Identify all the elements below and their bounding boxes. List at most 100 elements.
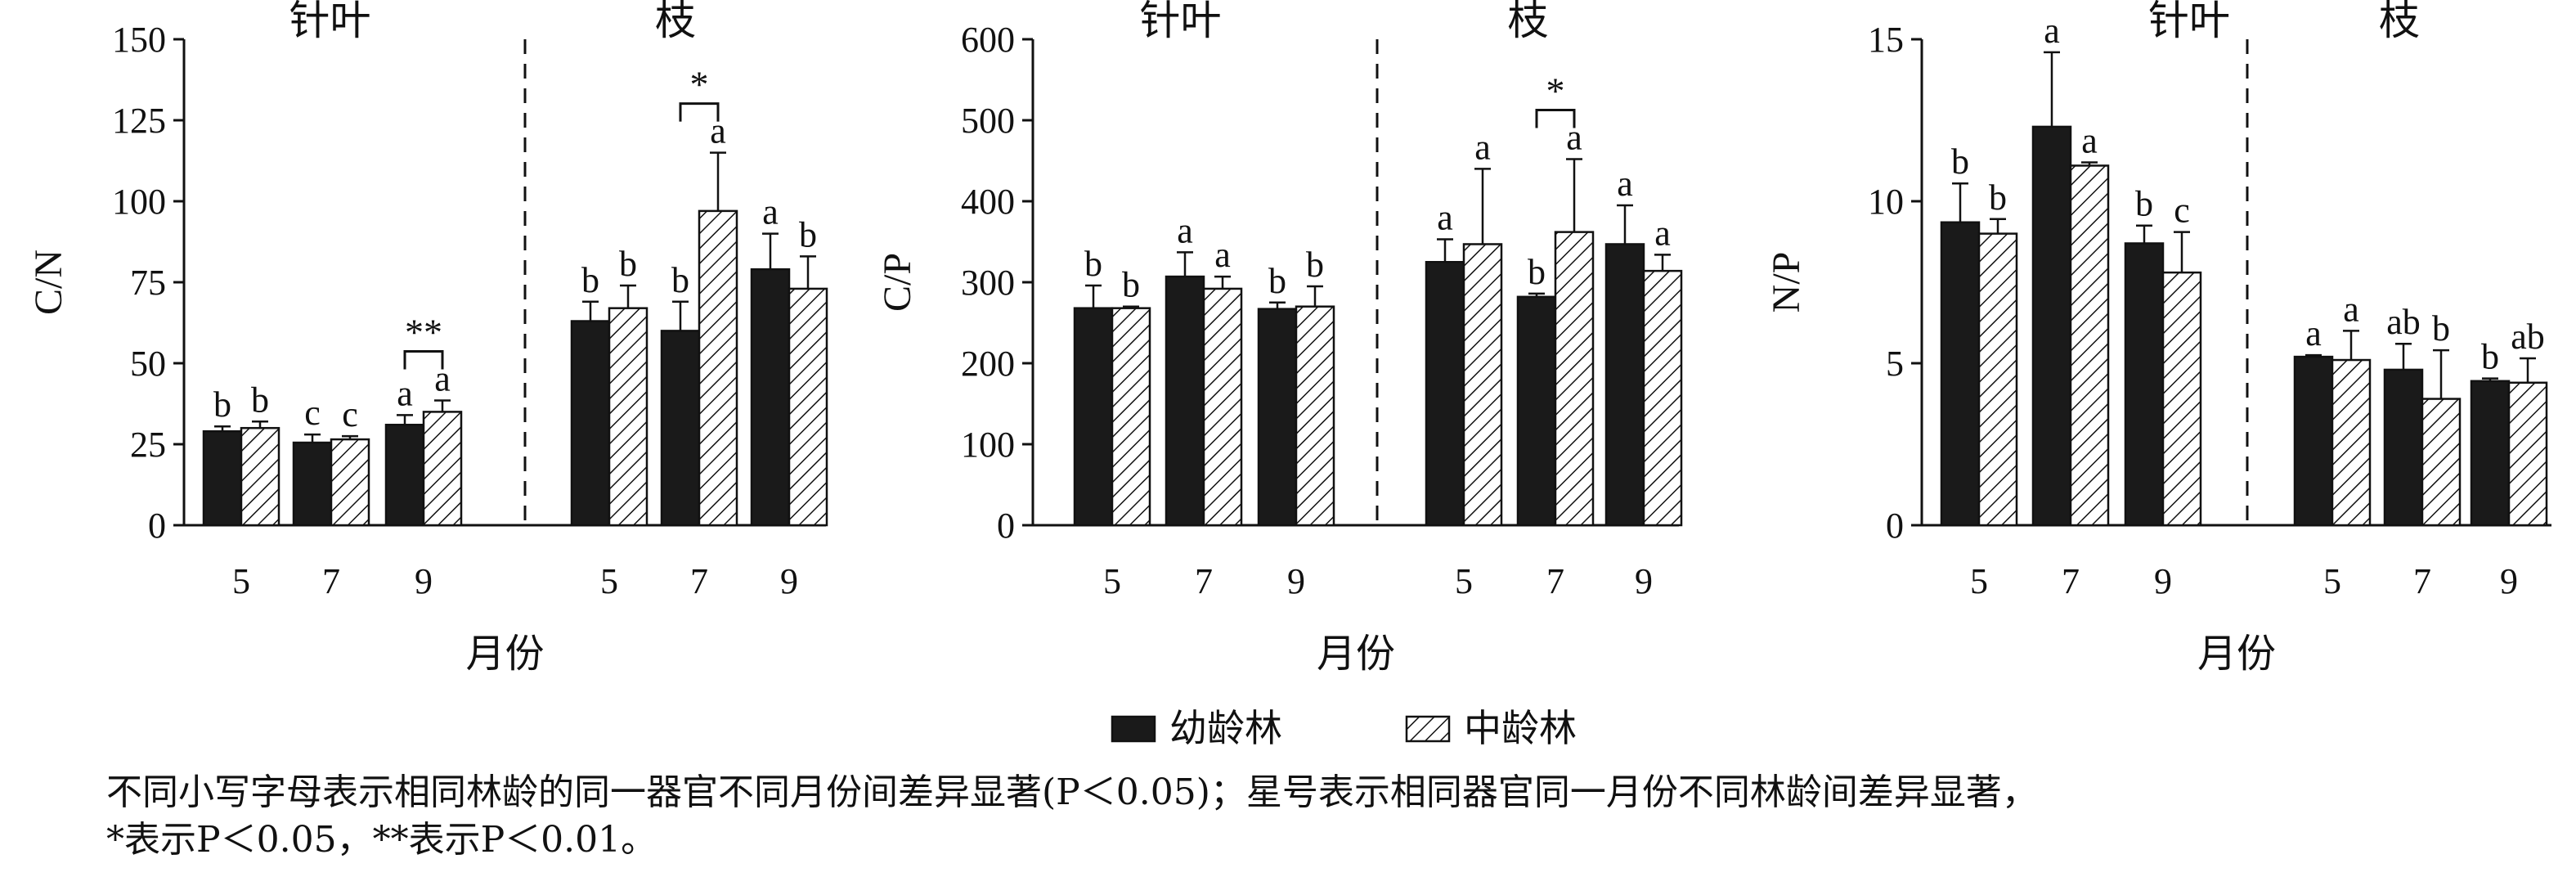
bar-young-5 xyxy=(1425,261,1465,527)
bar-middle-7 xyxy=(698,209,738,527)
organ-label: 枝 xyxy=(2379,0,2420,43)
letter-label: a xyxy=(1566,118,1582,158)
x-tick-label: 5 xyxy=(2323,561,2341,601)
bar-young-7 xyxy=(1516,295,1557,527)
caption-line-1: 不同小写字母表示相同林龄的同一器官不同月份间差异显著(P＜0.05)；星号表示相… xyxy=(106,771,2038,813)
x-axis-label: 月份 xyxy=(1317,632,1395,676)
letter-label: b xyxy=(251,380,269,420)
letter-label: c xyxy=(304,393,321,433)
x-tick-label: 5 xyxy=(1455,561,1473,601)
bar-middle-7 xyxy=(1202,287,1243,527)
organ-label: 枝 xyxy=(655,0,696,43)
bar-young-9 xyxy=(2470,380,2511,527)
letter-label: b xyxy=(2432,308,2450,349)
letter-label: a xyxy=(2305,313,2322,353)
bar-young-9 xyxy=(2124,242,2165,527)
y-tick-label: 150 xyxy=(112,20,166,60)
bar-middle-5 xyxy=(1462,243,1503,527)
bar-middle-5 xyxy=(2331,358,2372,527)
letter-label: b xyxy=(1989,178,2007,218)
significance-mark: * xyxy=(690,64,709,106)
letter-label: b xyxy=(1951,142,1969,182)
letter-label: a xyxy=(762,192,779,232)
y-tick-label: 75 xyxy=(130,263,166,303)
bar-young-9 xyxy=(1604,243,1645,527)
y-tick-label: 25 xyxy=(130,425,166,465)
y-tick-label: 300 xyxy=(961,263,1015,303)
bar-middle-9 xyxy=(1295,305,1335,527)
x-tick-label: 7 xyxy=(690,561,708,601)
y-axis-label: C/P xyxy=(876,253,919,312)
letter-label: a xyxy=(434,359,451,399)
letter-label: b xyxy=(671,260,689,300)
bar-middle-5 xyxy=(608,307,648,527)
bar-middle-7 xyxy=(2421,398,2462,527)
x-tick-label: 9 xyxy=(2500,561,2518,601)
x-tick-label: 9 xyxy=(2154,561,2172,601)
letter-label: b xyxy=(619,244,637,284)
organ-label: 针叶 xyxy=(289,0,371,43)
y-tick-label: 0 xyxy=(148,506,166,546)
bar-middle-7 xyxy=(2069,164,2110,527)
letter-label: a xyxy=(1214,235,1231,275)
bar-young-7 xyxy=(1165,275,1205,527)
letter-label: b xyxy=(581,260,599,300)
bar-young-7 xyxy=(2031,125,2072,527)
bar-young-9 xyxy=(384,423,425,527)
letter-label: b xyxy=(213,385,231,425)
significance-bracket xyxy=(679,102,720,122)
y-tick-label: 125 xyxy=(112,101,166,141)
letter-label: a xyxy=(2044,11,2060,51)
x-axis-label: 月份 xyxy=(2197,632,2276,676)
bar-middle-9 xyxy=(2507,381,2548,527)
x-tick-label: 9 xyxy=(1635,561,1653,601)
letter-label: a xyxy=(1437,198,1453,238)
x-tick-label: 7 xyxy=(2062,561,2080,601)
letter-label: b xyxy=(799,214,817,254)
x-tick-label: 5 xyxy=(1103,561,1121,601)
figure-caption: 不同小写字母表示相同林龄的同一器官不同月份间差异显著(P＜0.05)；星号表示相… xyxy=(106,769,2519,864)
bar-young-7 xyxy=(660,330,701,527)
y-tick-label: 15 xyxy=(1868,20,1904,60)
bar-young-5 xyxy=(570,320,611,527)
y-tick-label: 400 xyxy=(961,182,1015,222)
y-axis-label: C/N xyxy=(27,250,70,315)
y-tick-label: 200 xyxy=(961,344,1015,384)
y-axis-label: N/P xyxy=(1765,252,1808,313)
letter-label: c xyxy=(342,394,358,434)
letter-label: a xyxy=(397,373,413,413)
y-tick-label: 5 xyxy=(1886,344,1904,384)
letter-label: a xyxy=(2343,289,2359,329)
bar-young-5 xyxy=(1940,221,1981,527)
y-tick-label: 500 xyxy=(961,101,1015,141)
x-tick-label: 9 xyxy=(415,561,433,601)
x-tick-label: 5 xyxy=(232,561,250,601)
y-tick-label: 100 xyxy=(112,182,166,222)
bar-young-7 xyxy=(292,441,333,527)
letter-label: b xyxy=(1268,261,1286,301)
x-axis-label: 月份 xyxy=(465,632,544,676)
legend-swatch-middle xyxy=(1405,715,1451,743)
bar-young-5 xyxy=(202,430,243,527)
letter-label: ab xyxy=(2511,317,2545,357)
x-tick-label: 5 xyxy=(600,561,618,601)
x-tick-label: 9 xyxy=(780,561,798,601)
bar-middle-9 xyxy=(1642,269,1683,527)
letter-label: b xyxy=(1306,245,1324,285)
organ-label: 针叶 xyxy=(2148,0,2230,43)
letter-label: a xyxy=(710,111,726,151)
bar-middle-7 xyxy=(1554,231,1595,527)
organ-label: 枝 xyxy=(1508,0,1549,43)
legend-swatch-young xyxy=(1111,715,1156,743)
letter-label: b xyxy=(1122,265,1140,305)
bar-middle-7 xyxy=(330,438,370,527)
x-tick-label: 9 xyxy=(1287,561,1305,601)
letter-label: a xyxy=(1654,213,1671,253)
bar-middle-5 xyxy=(1111,307,1151,527)
x-tick-label: 7 xyxy=(322,561,340,601)
significance-bracket xyxy=(1535,109,1576,128)
letter-label: b xyxy=(2481,337,2499,377)
bar-middle-9 xyxy=(788,287,828,527)
